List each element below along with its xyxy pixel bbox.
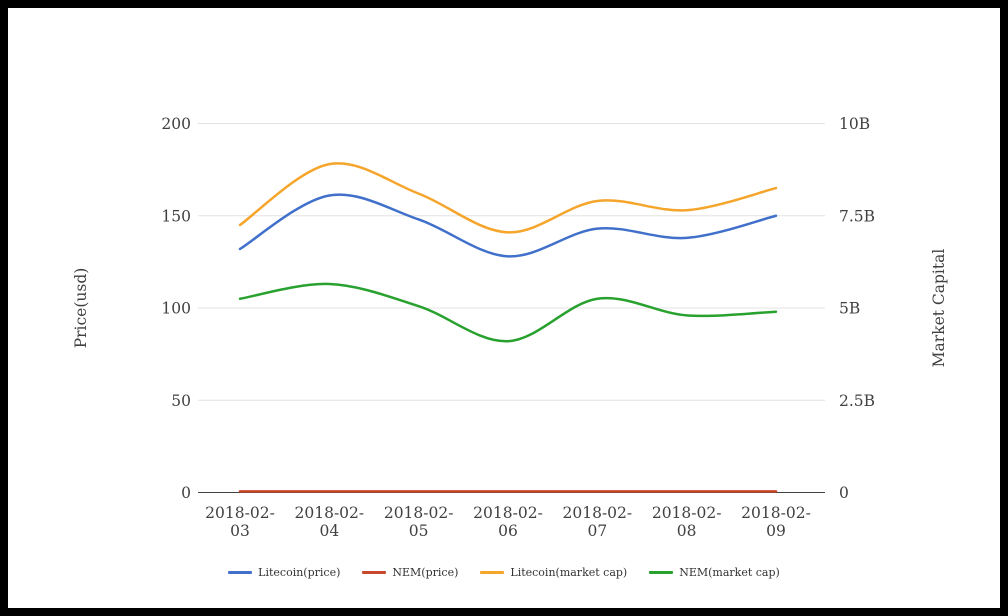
legend-item-litecoin-market-cap[interactable]: Litecoin(market cap) bbox=[480, 566, 627, 579]
x-axis-tick-label: 03 bbox=[230, 522, 250, 540]
legend-line-swatch bbox=[649, 571, 674, 574]
y-axis-tick-label-right: 7.5B bbox=[839, 207, 875, 225]
legend-item-nem-price[interactable]: NEM(price) bbox=[362, 566, 458, 579]
y-axis-title-price: Price(usd) bbox=[72, 267, 90, 349]
legend-label: Litecoin(price) bbox=[258, 566, 341, 579]
dual-axis-line-chart: 0 0 50 2.5B 100 5B 150 7.5B 200 10B 2018-02- 03 2018… bbox=[8, 8, 1000, 608]
y-axis-title-market-cap: Market Capital bbox=[930, 248, 948, 368]
x-axis-tick-label: 2018-02- bbox=[384, 504, 454, 522]
y-axis-tick-label-left: 100 bbox=[161, 300, 191, 318]
legend-line-swatch bbox=[362, 571, 387, 574]
x-axis-tick-label: 05 bbox=[409, 522, 429, 540]
series-line-litecoin-market-cap bbox=[238, 162, 778, 234]
legend-line-swatch bbox=[480, 571, 505, 574]
series-line-litecoin-price bbox=[238, 193, 778, 258]
x-axis-tick-label: 04 bbox=[319, 522, 339, 540]
legend-label: NEM(market cap) bbox=[679, 566, 780, 579]
x-axis-tick-label: 2018-02- bbox=[205, 504, 275, 522]
y-axis-tick-label-left: 150 bbox=[161, 207, 191, 225]
legend-item-litecoin-price[interactable]: Litecoin(price) bbox=[228, 566, 340, 579]
x-axis-tick-label: 07 bbox=[587, 522, 607, 540]
x-axis-tick-label: 2018-02- bbox=[741, 504, 811, 522]
y-axis-tick-label-left: 200 bbox=[161, 115, 191, 133]
y-axis-tick-label-left: 50 bbox=[171, 392, 191, 410]
chart-legend: Litecoin(price) NEM(price) Litecoin(market… bbox=[8, 566, 1000, 579]
y-axis-tick-label-right: 5B bbox=[839, 300, 860, 318]
x-axis-tick-label: 2018-02- bbox=[295, 504, 365, 522]
legend-label: Litecoin(market cap) bbox=[510, 566, 628, 579]
y-axis-tick-label-left: 0 bbox=[181, 484, 191, 502]
legend-line-swatch bbox=[228, 571, 253, 574]
x-axis-tick-label: 2018-02- bbox=[652, 504, 722, 522]
legend-label: NEM(price) bbox=[392, 566, 459, 579]
y-axis-tick-label-right: 0 bbox=[839, 484, 849, 502]
legend-item-nem-market-cap[interactable]: NEM(market cap) bbox=[649, 566, 780, 579]
x-axis-tick-label: 2018-02- bbox=[563, 504, 633, 522]
x-axis-tick-label: 2018-02- bbox=[473, 504, 543, 522]
x-axis-tick-label: 09 bbox=[766, 522, 786, 540]
y-axis-tick-label-right: 10B bbox=[839, 115, 870, 133]
x-axis-tick-label: 08 bbox=[677, 522, 697, 540]
x-axis-tick-label: 06 bbox=[498, 522, 518, 540]
y-axis-tick-label-right: 2.5B bbox=[839, 392, 875, 410]
series-line-nem-market-cap bbox=[238, 282, 778, 343]
